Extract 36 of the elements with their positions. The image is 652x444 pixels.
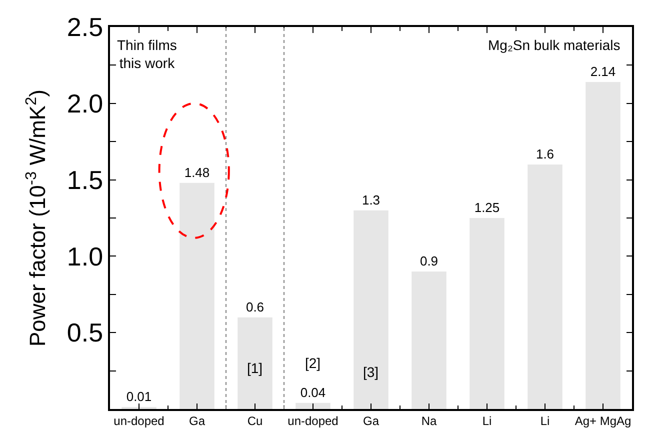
data-label: 1.25 (474, 200, 500, 215)
x-tick-label: Li (482, 414, 492, 428)
data-label: 1.3 (362, 192, 380, 208)
x-tick-label: un-doped (114, 414, 164, 428)
y-tick-label: 1.5 (66, 164, 104, 195)
data-label: 1.6 (536, 146, 554, 162)
y-tick-label: 0.5 (66, 318, 104, 348)
data-label: 1.48 (184, 164, 210, 180)
data-label: 0.01 (126, 389, 152, 404)
y-tick-label: 2.0 (66, 88, 104, 118)
y-tick-label: 1.0 (66, 241, 104, 272)
annotation: [3] (363, 364, 379, 380)
annotation: [1] (247, 360, 263, 376)
x-tick-label: Li (540, 414, 550, 428)
bar (470, 218, 504, 409)
x-tick-label: Ga (362, 414, 380, 428)
x-tick-label: Cu (247, 414, 263, 428)
x-tick-label: Ga (188, 414, 206, 428)
x-tick-label: un-doped (288, 414, 338, 428)
bar (296, 402, 330, 409)
x-tick-label: Ag+ MgAg (574, 414, 632, 428)
x-tick-label: Na (421, 414, 437, 428)
bar (586, 82, 620, 409)
data-label: 0.6 (246, 299, 264, 314)
annotation: Mg₂Sn bulk materials (488, 37, 620, 53)
data-label: 0.04 (300, 384, 326, 400)
bar (412, 271, 446, 409)
bar (238, 317, 272, 409)
annotation: Thin films this work (117, 37, 177, 72)
data-label: 0.9 (420, 253, 438, 268)
annotation: [2] (305, 355, 321, 371)
data-label: 2.14 (590, 64, 616, 80)
bar (354, 210, 388, 409)
y-tick-label: 2.5 (66, 12, 104, 42)
bar (528, 164, 562, 409)
bar (180, 182, 214, 409)
